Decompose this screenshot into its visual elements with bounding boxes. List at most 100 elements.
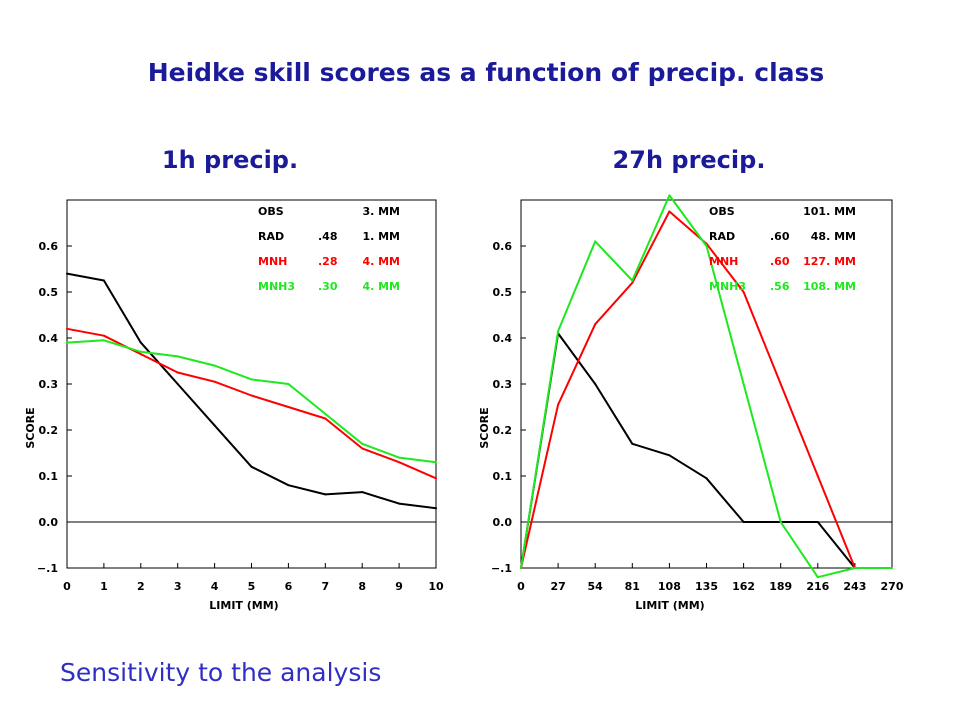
data-point <box>435 507 437 510</box>
data-point <box>668 210 671 213</box>
data-point <box>213 364 216 367</box>
data-point <box>102 339 105 342</box>
data-point <box>742 521 745 523</box>
y-tick-label: −.1 <box>491 562 512 575</box>
legend-amount: 108. MM <box>803 280 856 293</box>
data-point <box>176 371 179 374</box>
data-point <box>324 417 327 420</box>
x-tick-label: 162 <box>732 580 755 593</box>
data-point <box>398 461 401 464</box>
data-point <box>324 412 327 415</box>
series-line-rad <box>66 272 437 510</box>
data-point <box>139 341 142 344</box>
legend-amount: 4. MM <box>362 280 400 293</box>
data-point <box>594 383 597 385</box>
data-point <box>250 465 253 468</box>
legend-amount: 4. MM <box>362 255 400 268</box>
y-axis-label: SCORE <box>24 407 37 448</box>
data-point <box>520 567 522 569</box>
data-point <box>287 484 290 487</box>
data-point <box>176 355 179 358</box>
x-axis-label: LIMIT (MM) <box>635 599 704 612</box>
chart-27h: −.10.00.10.20.30.40.50.60 27 54 81 108 135 162… <box>478 194 904 612</box>
data-point <box>435 477 437 480</box>
x-tick-label: 0 <box>517 580 525 593</box>
x-tick-label: 27 <box>550 580 565 593</box>
data-point <box>816 576 819 579</box>
y-tick-label: 0.1 <box>493 470 513 483</box>
data-point <box>742 291 745 293</box>
legend-score: .30 <box>318 280 338 293</box>
data-point <box>66 272 68 275</box>
data-point <box>668 194 671 197</box>
y-tick-label: 0.5 <box>39 286 59 299</box>
legend-label: MNH3 <box>709 280 746 293</box>
x-axis-label: LIMIT (MM) <box>209 599 278 612</box>
data-point <box>139 350 142 353</box>
series-mnh3 <box>66 339 437 464</box>
legend: OBS 101. MM RAD .60 48. MM MNH .60 127. MM MNH3.… <box>709 205 856 293</box>
data-point <box>213 380 216 383</box>
data-point <box>361 442 364 445</box>
chart-1h: −.1 0.0 0.1 0.2 0.3 0.4 0.5 0.6 0 1 2 3 4 5 6 7 8 9 10 LIMI… <box>24 199 444 612</box>
legend-entry: OBS 3. MM <box>258 205 400 218</box>
y-tick-label: −.1 <box>37 562 58 575</box>
x-tick-label: 0 <box>63 580 71 593</box>
legend: OBS 3. MM RAD .48 1. MM MNH .28 4. MM MNH3 .30 4. … <box>258 205 400 293</box>
y-tick-label: 0.2 <box>39 424 59 437</box>
data-point <box>66 327 68 330</box>
x-tick-label: 10 <box>428 580 444 593</box>
x-tick-label: 54 <box>588 580 604 593</box>
data-point <box>213 424 216 427</box>
data-point <box>816 475 819 477</box>
legend-entry: OBS 101. MM <box>709 205 856 218</box>
legend-entry: RAD .48 1. MM <box>258 230 400 243</box>
y-tick-label: 0.6 <box>493 240 513 253</box>
chart-1h-title: 1h precip. <box>161 146 299 174</box>
x-tick-label: 1 <box>100 580 108 593</box>
legend-label: MNH3 <box>258 280 295 293</box>
x-tick-label: 216 <box>806 580 829 593</box>
series-line-mnh3 <box>66 339 437 464</box>
y-tick-label: 0.6 <box>39 240 59 253</box>
data-point <box>705 245 708 247</box>
data-point <box>853 567 856 569</box>
data-point <box>594 323 597 326</box>
y-axis-label: SCORE <box>478 407 491 448</box>
series-rad <box>66 272 437 510</box>
legend-amount: 1. MM <box>362 230 400 243</box>
x-tick-label: 6 <box>285 580 293 593</box>
data-point <box>779 383 782 385</box>
data-point <box>705 477 708 480</box>
data-point <box>631 442 634 445</box>
data-point <box>176 383 179 385</box>
legend-label: MNH <box>258 255 287 268</box>
x-tick-label: 81 <box>625 580 640 593</box>
legend-amount: 48. MM <box>811 230 856 243</box>
series-rad <box>520 332 856 569</box>
legend-label: RAD <box>709 230 735 243</box>
legend-score: .56 <box>770 280 790 293</box>
series-line-mnh <box>66 327 437 480</box>
legend-entry: MNH .60 127. MM <box>709 255 856 268</box>
slide-footer: Sensitivity to the analysis <box>60 658 382 687</box>
legend-label: OBS <box>258 205 284 218</box>
legend-entry: RAD .60 48. MM <box>709 230 856 243</box>
legend-entry: MNH .28 4. MM <box>258 255 400 268</box>
x-tick-label: 2 <box>137 580 145 593</box>
data-point <box>66 341 68 344</box>
x-tick-label: 5 <box>248 580 256 593</box>
data-point <box>631 279 634 282</box>
legend-score: .28 <box>318 255 338 268</box>
data-point <box>361 447 364 450</box>
series-mnh <box>66 327 437 480</box>
y-tick-label: 0.0 <box>493 516 513 529</box>
y-tick-label: 0.4 <box>39 332 59 345</box>
data-point <box>742 383 745 385</box>
legend-label: OBS <box>709 205 735 218</box>
x-tick-label: 9 <box>395 580 403 593</box>
legend-amount: 101. MM <box>803 205 856 218</box>
data-point <box>668 454 671 457</box>
legend-entry: MNH3 .56 108. MM <box>709 280 856 293</box>
